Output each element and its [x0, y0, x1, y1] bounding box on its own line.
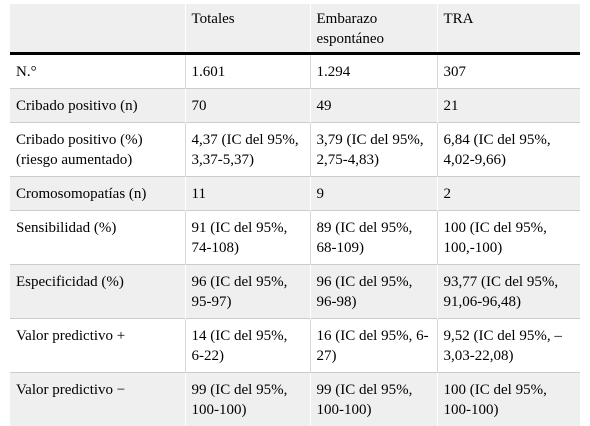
cell-tra: 100 (IC del 95%, 100,-100) [437, 211, 580, 265]
cell-totales: 91 (IC del 95%, 74-108) [185, 211, 310, 265]
cell-tra: 6,84 (IC del 95%, 4,02-9,66) [437, 123, 580, 177]
cell-tra: 93,77 (IC del 95%, 91,06-96,48) [437, 265, 580, 319]
cell-tra: 2 [437, 177, 580, 211]
cell-totales: 11 [185, 177, 310, 211]
row-label: N.° [10, 54, 185, 89]
table-row: N.° 1.601 1.294 307 [10, 54, 580, 89]
cell-embarazo-espontaneo: 49 [310, 89, 437, 123]
row-label: Especificidad (%) [10, 265, 185, 319]
cell-tra: 21 [437, 89, 580, 123]
row-label: Cromosomopatías (n) [10, 177, 185, 211]
table-row: Cribado positivo (%) (riesgo aumentado) … [10, 123, 580, 177]
cell-embarazo-espontaneo: 3,79 (IC del 95%, 2,75-4,83) [310, 123, 437, 177]
cell-totales: 99 (IC del 95%, 100-100) [185, 373, 310, 426]
header-cell-tra: TRA [437, 4, 580, 54]
row-label: Valor predictivo + [10, 319, 185, 373]
header-cell-empty [10, 4, 185, 54]
header-cell-embarazo-espontaneo: Embarazo espontáneo [310, 4, 437, 54]
table-body: N.° 1.601 1.294 307 Cribado positivo (n)… [10, 54, 580, 426]
table-row: Cromosomopatías (n) 11 9 2 [10, 177, 580, 211]
table-row: Valor predictivo + 14 (IC del 95%, 6-22)… [10, 319, 580, 373]
cell-embarazo-espontaneo: 9 [310, 177, 437, 211]
table-header: Totales Embarazo espontáneo TRA [10, 4, 580, 54]
cell-totales: 70 [185, 89, 310, 123]
page: Totales Embarazo espontáneo TRA N.° 1.60… [0, 0, 590, 403]
cell-totales: 14 (IC del 95%, 6-22) [185, 319, 310, 373]
table-row: Cribado positivo (n) 70 49 21 [10, 89, 580, 123]
cell-totales: 1.601 [185, 54, 310, 89]
table-row: Valor predictivo − 99 (IC del 95%, 100-1… [10, 373, 580, 426]
cell-tra: 9,52 (IC del 95%, –3,03-22,08) [437, 319, 580, 373]
row-label: Cribado positivo (n) [10, 89, 185, 123]
table-row: Sensibilidad (%) 91 (IC del 95%, 74-108)… [10, 211, 580, 265]
row-label: Valor predictivo − [10, 373, 185, 426]
cell-totales: 96 (IC del 95%, 95-97) [185, 265, 310, 319]
table-row: Especificidad (%) 96 (IC del 95%, 95-97)… [10, 265, 580, 319]
header-row: Totales Embarazo espontáneo TRA [10, 4, 580, 54]
cell-embarazo-espontaneo: 99 (IC del 95%, 100-100) [310, 373, 437, 426]
row-label: Cribado positivo (%) (riesgo aumentado) [10, 123, 185, 177]
cell-embarazo-espontaneo: 96 (IC del 95%, 96-98) [310, 265, 437, 319]
header-cell-totales: Totales [185, 4, 310, 54]
cell-embarazo-espontaneo: 1.294 [310, 54, 437, 89]
cell-totales: 4,37 (IC del 95%, 3,37-5,37) [185, 123, 310, 177]
cell-embarazo-espontaneo: 16 (IC del 95%, 6-27) [310, 319, 437, 373]
cell-tra: 307 [437, 54, 580, 89]
row-label: Sensibilidad (%) [10, 211, 185, 265]
cell-tra: 100 (IC del 95%, 100-100) [437, 373, 580, 426]
results-table: Totales Embarazo espontáneo TRA N.° 1.60… [10, 4, 580, 426]
cell-embarazo-espontaneo: 89 (IC del 95%, 68-109) [310, 211, 437, 265]
